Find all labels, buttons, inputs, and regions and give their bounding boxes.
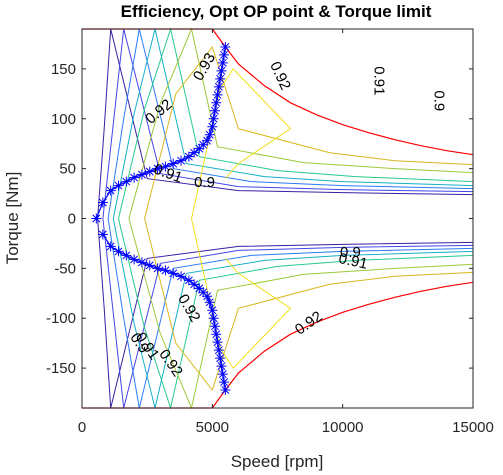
plot-area: 0.920.93 0.92 0.910.90.91 0.90.90.910.920.9…: [81, 27, 474, 410]
y-axis-label: Torque [Nm]: [3, 172, 22, 265]
opt-op-marker: [121, 250, 132, 261]
efficiency-contour-line-3: [102, 218, 474, 409]
contour-label: 0.9: [431, 90, 448, 111]
opt-op-marker: [136, 169, 147, 180]
opt-op-marker: [97, 229, 108, 240]
opt-op-marker: [207, 121, 218, 132]
efficiency-contour-line-9: [118, 218, 474, 410]
opt-op-marker: [183, 151, 194, 162]
opt-op-marker: [202, 291, 213, 302]
opt-op-marker: [209, 105, 220, 116]
efficiency-contour-line-8: [118, 27, 474, 219]
opt-op-marker: [129, 254, 140, 265]
opt-op-marker: [216, 361, 227, 372]
opt-op-marker: [129, 172, 140, 183]
opt-op-marker: [212, 89, 223, 100]
contour-label: 0.9: [340, 244, 361, 261]
opt-op-marker: [204, 297, 215, 308]
opt-op-marker: [215, 353, 226, 364]
y-tick-label: 100: [51, 111, 76, 128]
contour-label: 0.91: [371, 66, 388, 95]
opt-op-marker: [194, 143, 205, 154]
opt-op-marker: [211, 97, 222, 108]
x-tick-label: 0: [78, 419, 86, 436]
opt-op-marker: [212, 337, 223, 348]
opt-op-marker: [97, 197, 108, 208]
efficiency-contour-line-7: [112, 218, 474, 409]
opt-op-marker: [160, 161, 171, 172]
efficiency-contour-line-6: [112, 28, 474, 219]
opt-op-marker: [194, 283, 205, 294]
x-tick-label: 5000: [196, 419, 229, 436]
opt-op-marker: [198, 139, 209, 150]
efficiency-contour-line-0: [97, 28, 474, 219]
efficiency-contour-line-12: [144, 45, 474, 219]
opt-op-marker: [113, 246, 124, 257]
opt-op-marker: [211, 329, 222, 340]
y-tick-label: -150: [46, 360, 76, 377]
opt-op-marker: [219, 377, 230, 388]
contour-label: 0.9: [194, 174, 215, 191]
opt-op-marker: [220, 385, 231, 396]
efficiency-contour-line-1: [97, 218, 474, 409]
opt-op-marker: [152, 163, 163, 174]
y-tick-label: 0: [68, 211, 76, 228]
opt-op-marker: [204, 129, 215, 140]
axes-background: [82, 29, 473, 408]
opt-op-marker: [189, 279, 200, 290]
opt-op-marker: [105, 185, 116, 196]
contour-label: 0.91: [337, 250, 369, 273]
chart-title: Efficiency, Opt OP point & Torque limit: [121, 2, 432, 21]
opt-op-marker: [121, 176, 132, 187]
opt-op-marker: [189, 147, 200, 158]
opt-op-marker: [216, 65, 227, 76]
efficiency-contour-line-13: [144, 218, 474, 392]
opt-op-marker: [217, 57, 228, 68]
opt-op-marker: [220, 41, 231, 52]
opt-op-marker: [152, 263, 163, 274]
x-tick-label: 10000: [322, 419, 364, 436]
efficiency-contours: [97, 27, 474, 410]
y-tick-label: 150: [51, 61, 76, 78]
opt-op-marker: [160, 265, 171, 276]
opt-op-marker: [202, 135, 213, 146]
y-tick-label: 50: [59, 161, 76, 178]
x-axis-label: Speed [rpm]: [231, 452, 324, 471]
efficiency-contour-line-2: [102, 28, 474, 219]
opt-op-marker: [198, 287, 209, 298]
opt-op-marker: [213, 345, 224, 356]
opt-op-marker: [219, 49, 230, 60]
efficiency-contour-line-11: [128, 218, 474, 410]
x-axis-ticks: 0 5000 10000 15000: [78, 29, 494, 436]
opt-op-marker: [208, 313, 219, 324]
opt-op-marker: [105, 241, 116, 252]
opt-op-marker: [176, 271, 187, 282]
opt-op-marker: [91, 213, 102, 224]
opt-op-marker: [183, 275, 194, 286]
opt-op-marker: [217, 369, 228, 380]
opt-op-marker: [176, 155, 187, 166]
opt-op-marker: [213, 81, 224, 92]
efficiency-contour-line-10: [128, 27, 474, 219]
opt-op-marker: [168, 268, 179, 279]
opt-op-marker: [136, 257, 147, 268]
opt-op-marker: [113, 180, 124, 191]
opt-op-marker: [208, 113, 219, 124]
opt-op-marker: [209, 321, 220, 332]
y-tick-label: -50: [54, 260, 76, 277]
opt-op-points: [91, 41, 231, 396]
opt-op-marker: [207, 305, 218, 316]
opt-op-marker: [144, 260, 155, 271]
opt-op-marker: [144, 166, 155, 177]
opt-op-marker: [168, 158, 179, 169]
opt-op-marker: [215, 73, 226, 84]
y-axis-ticks: 150 100 50 0 -50 -100 -150: [46, 61, 473, 377]
y-tick-label: -100: [46, 310, 76, 327]
x-tick-label: 15000: [452, 419, 494, 436]
